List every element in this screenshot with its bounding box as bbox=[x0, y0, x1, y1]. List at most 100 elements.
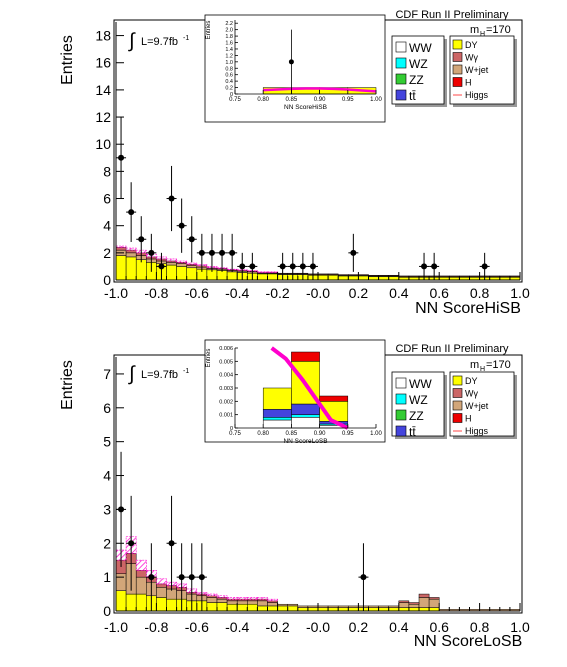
histogram-bar bbox=[408, 602, 420, 605]
legend-label: H bbox=[465, 78, 472, 88]
histogram-bar bbox=[398, 602, 410, 608]
inset-bar bbox=[291, 417, 320, 429]
histogram-bar bbox=[156, 587, 167, 598]
histogram-bar bbox=[317, 274, 329, 281]
mass-subscript: H bbox=[480, 31, 485, 38]
histogram-bar bbox=[317, 607, 329, 612]
histogram-bar bbox=[408, 275, 420, 277]
data-marker bbox=[279, 263, 286, 270]
x-tick-label: 0.2 bbox=[349, 619, 369, 635]
data-marker bbox=[309, 263, 316, 270]
legend-label: Wγ bbox=[465, 53, 478, 63]
histogram-bar bbox=[135, 259, 147, 281]
histogram-bar bbox=[317, 273, 329, 275]
data-point bbox=[237, 252, 248, 280]
data-point bbox=[277, 252, 288, 280]
data-marker bbox=[178, 574, 185, 581]
data-point bbox=[479, 252, 490, 280]
inset-x-axis-title: NN ScoreLoSB bbox=[283, 438, 327, 445]
data-marker bbox=[128, 209, 135, 216]
histogram-bar bbox=[388, 607, 400, 612]
mass-label: m H =170 bbox=[470, 359, 511, 373]
histogram-bar bbox=[236, 600, 248, 605]
histogram-bar bbox=[267, 605, 278, 612]
signal-bin bbox=[125, 247, 137, 251]
histogram-bar bbox=[509, 275, 521, 277]
histogram-bar bbox=[438, 275, 450, 277]
histogram-bar bbox=[115, 255, 127, 281]
legend-swatch bbox=[452, 375, 463, 386]
lumi-text: L=9.7fb bbox=[141, 36, 178, 48]
x-tick-label: -1.0 bbox=[104, 285, 128, 301]
y-tick-label: 6 bbox=[103, 400, 111, 416]
data-marker bbox=[229, 249, 236, 256]
integral-symbol: ∫ bbox=[128, 30, 136, 52]
data-point bbox=[146, 543, 157, 611]
histogram-bar bbox=[327, 607, 339, 612]
histogram-bar bbox=[125, 593, 137, 612]
inset-x-tick-label: 0.80 bbox=[257, 431, 269, 437]
data-point bbox=[126, 495, 137, 591]
data-point bbox=[358, 543, 369, 611]
legend-label: ZZ bbox=[409, 409, 424, 423]
data-point bbox=[227, 233, 238, 272]
data-point bbox=[186, 216, 197, 263]
data-marker bbox=[208, 249, 215, 256]
histogram-bar bbox=[115, 247, 127, 251]
histogram-bar bbox=[287, 605, 299, 612]
data-point bbox=[146, 233, 157, 272]
inset-signal-curve bbox=[263, 87, 377, 93]
inset-stack-h bbox=[291, 351, 349, 402]
mass-m: m bbox=[470, 359, 479, 371]
chart-title: CDF Run II Preliminary bbox=[395, 343, 509, 355]
inset-y-tick-label: 2.0 bbox=[225, 28, 233, 34]
inset-x-tick-label: 1.00 bbox=[370, 431, 382, 437]
histogram-bar bbox=[247, 603, 258, 612]
data-marker bbox=[239, 263, 246, 270]
x-tick-label: 0.8 bbox=[470, 285, 490, 301]
histogram-bar bbox=[176, 266, 187, 281]
histogram-bar bbox=[206, 602, 218, 612]
inset-y-tick-label: 1.6 bbox=[225, 41, 233, 47]
histogram-bar bbox=[236, 603, 248, 612]
histogram-bar bbox=[135, 593, 147, 612]
y-tick-label: 3 bbox=[103, 501, 111, 517]
inset-bar bbox=[262, 417, 292, 421]
histogram-bar bbox=[428, 598, 440, 608]
histogram-bar bbox=[267, 273, 278, 281]
histogram-bar bbox=[418, 593, 430, 598]
histogram-bar bbox=[418, 607, 430, 612]
inset-bar bbox=[291, 351, 320, 362]
histogram-bar bbox=[348, 605, 359, 608]
inset-y-tick-label: 1.4 bbox=[225, 47, 233, 53]
y-tick-label: 0 bbox=[103, 603, 111, 619]
lumi-superscript: -1 bbox=[183, 35, 189, 42]
data-marker bbox=[188, 574, 195, 581]
histogram-bar bbox=[135, 576, 147, 595]
x-tick-label: -0.0 bbox=[306, 285, 330, 301]
data-marker bbox=[421, 263, 428, 270]
y-tick-label: 18 bbox=[95, 28, 111, 44]
histogram-bar bbox=[388, 276, 400, 281]
data-marker bbox=[198, 249, 205, 256]
histogram-bar bbox=[337, 275, 349, 281]
inset-y-tick-label: 2.2 bbox=[225, 21, 233, 27]
y-tick-label: 1 bbox=[103, 569, 111, 585]
inset-x-tick-label: 0.85 bbox=[286, 431, 298, 437]
data-marker bbox=[138, 236, 145, 243]
inset-y-tick-label: 0.4 bbox=[225, 79, 233, 85]
inset-y-tick-label: 0.003 bbox=[219, 386, 233, 392]
histogram-bar bbox=[115, 590, 127, 612]
inset-x-tick-label: 0.95 bbox=[342, 431, 354, 437]
histogram-bar bbox=[368, 274, 379, 277]
x-tick-label: 1.0 bbox=[510, 285, 530, 301]
histogram-bar bbox=[459, 275, 470, 277]
legend-swatch bbox=[452, 39, 463, 50]
inset-x-tick-label: 1.00 bbox=[370, 97, 382, 103]
inset-y-axis-title: Entries bbox=[206, 349, 212, 368]
data-marker bbox=[431, 263, 438, 270]
signal-bin bbox=[257, 597, 268, 600]
y-tick-label: 5 bbox=[103, 434, 111, 450]
y-tick-label: 4 bbox=[103, 218, 111, 234]
data-point bbox=[247, 252, 258, 280]
